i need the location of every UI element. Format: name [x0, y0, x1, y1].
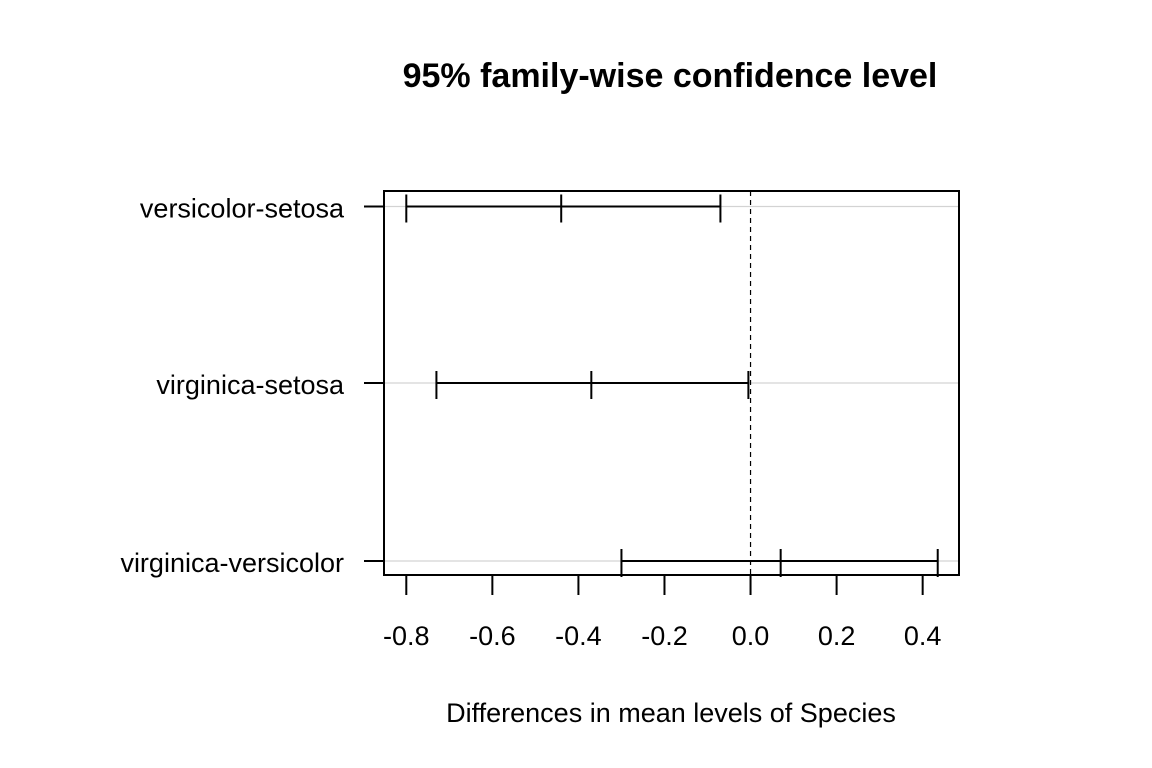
chart-title: 95% family-wise confidence level [403, 57, 938, 95]
y-tick-label: virginica-versicolor [120, 548, 344, 578]
error-bars [405, 194, 939, 577]
x-axis: -0.8 -0.6 -0.4 -0.2 0.0 0.2 0.4 [383, 574, 942, 651]
error-bar-virginica-versicolor [620, 549, 939, 577]
x-tick-label: 0.4 [904, 621, 942, 651]
error-bar-virginica-setosa [435, 371, 750, 399]
y-tick-label: versicolor-setosa [140, 194, 345, 224]
x-tick-label: -0.4 [555, 621, 602, 651]
error-bar-versicolor-setosa [405, 194, 722, 223]
x-tick-label: -0.6 [469, 621, 516, 651]
x-tick-label: 0.2 [818, 621, 856, 651]
x-tick-label: -0.8 [383, 621, 430, 651]
x-tick-label: -0.2 [641, 621, 688, 651]
x-axis-label: Differences in mean levels of Species [446, 698, 896, 728]
x-tick-label: 0.0 [732, 621, 770, 651]
y-axis: versicolor-setosa virginica-setosa virgini… [120, 194, 384, 578]
y-tick-label: virginica-setosa [156, 370, 345, 400]
